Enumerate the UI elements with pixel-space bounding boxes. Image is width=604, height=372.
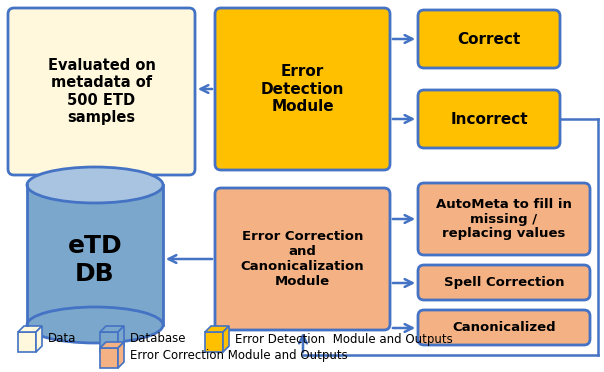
FancyBboxPatch shape: [418, 10, 560, 68]
FancyBboxPatch shape: [215, 188, 390, 330]
Bar: [18, 332, 36, 352]
Bar: [205, 332, 223, 352]
Text: eTD
DB: eTD DB: [68, 234, 123, 286]
Text: Data: Data: [48, 333, 76, 346]
Text: Incorrect: Incorrect: [450, 112, 528, 126]
Text: Error Detection  Module and Outputs: Error Detection Module and Outputs: [235, 333, 453, 346]
Polygon shape: [36, 326, 42, 352]
Polygon shape: [100, 342, 124, 348]
Polygon shape: [100, 326, 124, 332]
Polygon shape: [18, 326, 42, 332]
FancyBboxPatch shape: [418, 265, 590, 300]
Bar: [100, 348, 118, 368]
FancyBboxPatch shape: [418, 183, 590, 255]
FancyBboxPatch shape: [418, 310, 590, 345]
Text: Spell Correction: Spell Correction: [444, 276, 564, 289]
Text: Error
Detection
Module: Error Detection Module: [261, 64, 344, 114]
Text: Canonicalized: Canonicalized: [452, 321, 556, 334]
Text: Correct: Correct: [457, 32, 521, 46]
Text: Error Correction
and
Canonicalization
Module: Error Correction and Canonicalization Mo…: [240, 230, 364, 288]
Text: Evaluated on
metadata of
500 ETD
samples: Evaluated on metadata of 500 ETD samples: [48, 58, 155, 125]
Bar: [27, 185, 163, 325]
Text: AutoMeta to fill in
missing /
replacing values: AutoMeta to fill in missing / replacing …: [436, 198, 572, 241]
FancyBboxPatch shape: [215, 8, 390, 170]
Polygon shape: [118, 342, 124, 368]
Text: Error Correction Module and Outputs: Error Correction Module and Outputs: [130, 349, 348, 362]
Polygon shape: [223, 326, 229, 352]
FancyBboxPatch shape: [418, 90, 560, 148]
Polygon shape: [118, 326, 124, 352]
Polygon shape: [205, 326, 229, 332]
Ellipse shape: [27, 307, 163, 343]
Bar: [100, 332, 118, 352]
FancyBboxPatch shape: [8, 8, 195, 175]
Text: Database: Database: [130, 333, 187, 346]
Ellipse shape: [27, 167, 163, 203]
